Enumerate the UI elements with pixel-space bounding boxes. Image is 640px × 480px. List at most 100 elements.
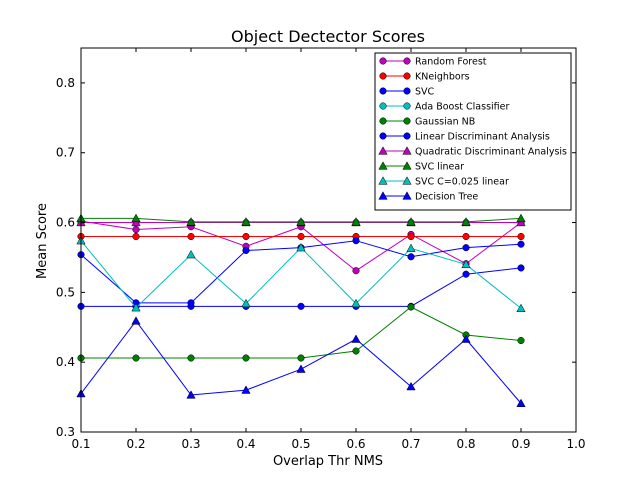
legend-marker [379,102,387,110]
data-point [296,242,306,252]
x-axis-title: Overlap Thr NMS [273,454,383,469]
series-1 [77,232,525,241]
data-point [242,246,250,255]
data-point [352,237,360,245]
chart-title: Object Dectector Scores [231,27,425,46]
data-point [517,264,525,272]
legend-marker [379,57,387,65]
legend-label: Gaussian NB [415,117,475,128]
data-point [351,217,361,226]
legend-entry: SVC [379,87,435,98]
legend-marker [403,117,411,125]
series-line [81,306,522,359]
legend-label: KNeighbors [415,72,470,83]
data-point [352,347,360,355]
data-point [241,217,251,226]
data-point [351,298,361,308]
data-point [242,354,250,362]
data-point [407,303,415,311]
x-tick-label: 0.9 [511,437,530,451]
legend-marker [402,146,412,155]
series-layer [76,213,526,407]
data-point [406,243,416,252]
data-point [406,217,416,226]
legend-marker [378,191,388,200]
data-point [462,270,470,278]
legend-marker [403,57,411,65]
legend-label: Decision Tree [415,192,478,203]
plot-area-frame [80,47,577,433]
series-line [81,267,522,307]
legend-entry: Decision Tree [378,191,478,203]
legend-entry: Quadratic Discriminant Analysis [378,146,567,158]
legend-entry: KNeighbors [379,72,470,83]
y-tick-label: 0.6 [56,216,75,230]
x-tick-label: 0.3 [181,437,200,451]
data-point [462,232,470,241]
data-point [131,217,141,227]
series-7 [76,213,526,226]
x-tick-label: 0.1 [71,437,90,451]
legend-label: Quadratic Discriminant Analysis [415,147,567,158]
data-point [461,334,471,343]
legend-marker [378,161,388,170]
data-point [131,316,141,325]
data-point [297,232,305,241]
data-point [187,354,195,362]
data-point [516,398,526,407]
data-point [241,298,251,308]
legend-marker [402,176,412,185]
data-point [187,232,195,241]
data-point [132,225,140,234]
legend-marker [379,87,387,95]
data-point [517,232,525,241]
data-point [131,303,141,312]
x-tick-label: 0.8 [456,437,475,451]
legend-label: Random Forest [415,57,487,68]
data-point [186,217,196,226]
legend-entry: Gaussian NB [379,117,475,128]
legend-marker [379,72,387,80]
legend-label: SVC C=0.025 linear [415,177,509,188]
data-point [461,259,471,269]
data-point [352,267,360,275]
y-tick-label: 0.7 [56,146,75,160]
data-point [407,253,415,261]
series-8 [76,235,526,313]
data-point [407,232,415,241]
data-point [516,213,526,222]
legend-marker [402,191,412,200]
data-point [516,303,526,313]
legend-entry: Linear Discriminant Analysis [379,132,550,143]
legend-entry: SVC linear [378,161,464,173]
series-9 [76,316,526,407]
x-tick-label: 0.2 [126,437,145,451]
axis-ticks: 0.1 0.2 0.3 0.4 0.5 0.6 0.7 0.8 0.9 1.0 0.3 0.4 0.5 0… [56,48,586,451]
data-point [462,244,470,252]
data-point [406,381,416,391]
legend-entry: Ada Boost Classifier [379,102,510,113]
x-tick-label: 0.7 [401,437,420,451]
legend-label: Linear Discriminant Analysis [415,132,550,143]
legend-entry: Random Forest [379,57,487,68]
legend-label: Ada Boost Classifier [415,102,510,113]
legend-marker [379,117,387,125]
x-tick-label: 0.5 [291,437,310,451]
legend-label: SVC [415,87,435,98]
legend-marker [403,72,411,80]
data-point [131,213,141,222]
series-line [80,320,522,404]
legend-label: SVC linear [415,162,464,173]
y-tick-label: 0.5 [56,285,75,299]
data-point [297,354,305,362]
legend-marker [403,132,411,140]
y-tick-label: 0.4 [56,355,75,369]
legend-marker [403,102,411,110]
data-point [186,249,196,259]
y-tick-label: 0.8 [56,76,75,90]
legend-marker [379,132,387,140]
data-point [242,232,250,241]
data-point [517,336,525,345]
legend-marker [378,176,388,185]
